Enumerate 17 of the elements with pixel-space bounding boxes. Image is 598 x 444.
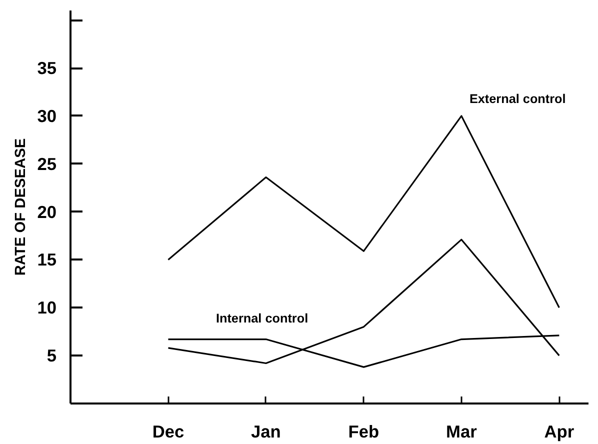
series-label: External control bbox=[469, 92, 566, 106]
y-tick-label: 35 bbox=[37, 58, 57, 78]
x-tick-label: Mar bbox=[446, 422, 478, 442]
line-series bbox=[167, 115, 560, 308]
y-tick-label: 10 bbox=[37, 298, 57, 318]
x-tick-label: Apr bbox=[544, 422, 574, 442]
series-label: Internal control bbox=[216, 311, 308, 326]
y-tick-label: 25 bbox=[37, 154, 57, 174]
y-axis-title: RATE OF DESEASE bbox=[13, 138, 30, 276]
y-tick-label: 15 bbox=[37, 250, 57, 270]
x-tick-label: Feb bbox=[348, 422, 380, 442]
y-tick-label: 30 bbox=[37, 106, 57, 126]
line-series bbox=[167, 238, 560, 364]
y-tick-label: 20 bbox=[37, 202, 57, 222]
y-tick-label: 5 bbox=[46, 346, 57, 366]
x-tick-label: Jan bbox=[251, 422, 281, 442]
x-tick-label: Dec bbox=[152, 422, 184, 442]
